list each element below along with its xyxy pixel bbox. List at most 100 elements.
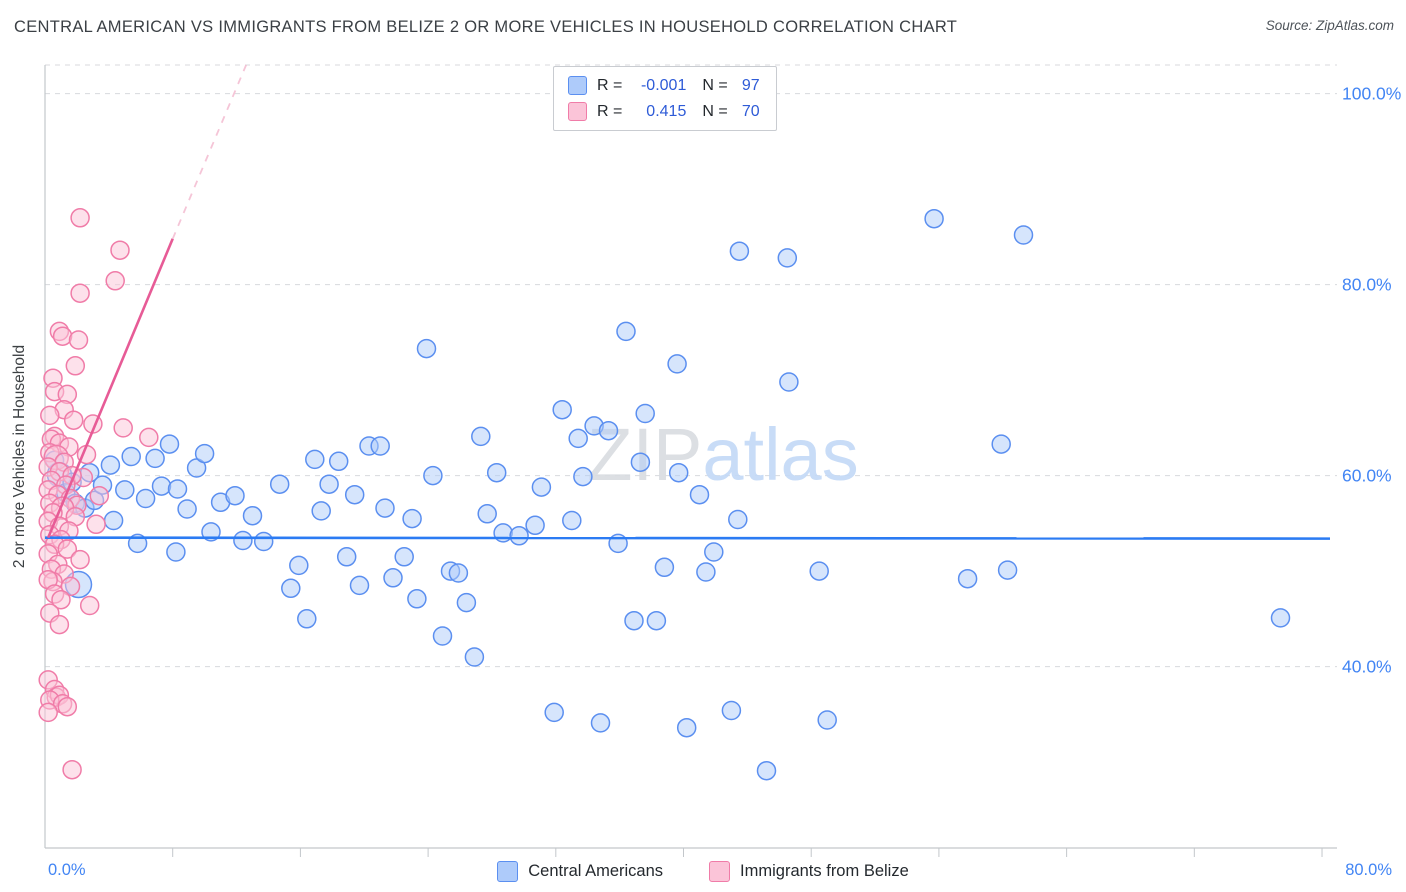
scatter-point-central-americans — [721, 700, 742, 721]
scatter-point-central-americans — [269, 474, 290, 494]
scatter-point-central-americans — [456, 592, 477, 613]
scatter-point-central-americans — [201, 522, 221, 542]
scatter-point-central-americans — [121, 446, 141, 467]
scatter-point-central-americans — [1013, 225, 1034, 245]
y-tick-label: 80.0% — [1342, 275, 1392, 295]
scatter-point-immigrants-from-belize — [57, 696, 78, 717]
scatter-point-central-americans — [779, 372, 799, 392]
legend-row-central-americans: R = -0.001 N = 97 — [568, 76, 760, 95]
r-value: 0.415 — [646, 102, 687, 120]
scatter-point-central-americans — [344, 484, 365, 505]
scatter-point-central-americans — [704, 542, 724, 562]
r-label: R = — [597, 76, 623, 94]
scatter-point-central-americans — [159, 434, 180, 454]
scatter-point-central-americans — [432, 626, 453, 646]
blue-swatch-icon — [497, 861, 519, 882]
scatter-point-central-americans — [151, 476, 172, 496]
x-min-label: 0.0% — [48, 861, 86, 879]
scatter-point-immigrants-from-belize — [63, 410, 84, 430]
scatter-point-central-americans — [654, 557, 675, 578]
scatter-point-central-americans — [375, 498, 395, 518]
scatter-point-immigrants-from-belize — [79, 595, 100, 616]
trend-line-central-americans — [44, 536, 1331, 540]
scatter-point-central-americans — [416, 338, 437, 359]
scatter-point-central-americans — [281, 578, 301, 599]
pink-swatch-icon — [568, 102, 587, 121]
scatter-point-central-americans — [486, 462, 507, 483]
scatter-point-immigrants-from-belize — [57, 539, 78, 559]
scatter-point-immigrants-from-belize — [113, 418, 133, 438]
scatter-point-central-americans — [305, 449, 325, 470]
scatter-point-immigrants-from-belize — [51, 589, 71, 610]
scatter-point-central-americans — [464, 647, 485, 667]
scatter-point-central-americans — [336, 547, 357, 567]
scatter-point-central-americans — [997, 560, 1018, 580]
scatter-point-central-americans — [135, 488, 156, 509]
scatter-point-central-americans — [289, 555, 309, 576]
scatter-point-central-americans — [924, 208, 944, 229]
legend-row-belize: R = 0.415 N = 70 — [568, 102, 760, 121]
scatter-point-immigrants-from-belize — [70, 283, 90, 303]
scatter-point-immigrants-from-belize — [70, 549, 90, 570]
scatter-point-central-americans — [991, 434, 1011, 454]
scatter-point-central-americans — [817, 710, 837, 730]
scatter-point-central-americans — [544, 702, 564, 723]
scatter-point-central-americans — [423, 465, 443, 486]
scatter-point-central-americans — [531, 477, 552, 497]
scatter-point-central-americans — [729, 241, 750, 261]
scatter-point-immigrants-from-belize — [139, 427, 159, 448]
scatter-point-central-americans — [103, 510, 124, 531]
scatter-point-central-americans — [1270, 608, 1291, 628]
pink-swatch-icon — [709, 861, 731, 882]
scatter-point-central-americans — [100, 455, 121, 475]
scatter-point-central-americans — [311, 501, 331, 521]
scatter-point-central-americans — [448, 563, 469, 583]
n-label: N = — [702, 102, 728, 120]
scatter-point-central-americans — [297, 609, 317, 629]
correlation-legend-box: R = -0.001 N = 97 R = 0.415 N = 70 — [553, 66, 777, 131]
scatter-point-immigrants-from-belize — [86, 514, 106, 535]
scatter-point-immigrants-from-belize — [38, 702, 58, 723]
scatter-point-central-americans — [616, 321, 636, 342]
legend-label: Central Americans — [528, 862, 664, 880]
scatter-point-immigrants-from-belize — [110, 240, 130, 260]
scatter-point-immigrants-from-belize — [60, 576, 81, 597]
scatter-point-central-americans — [194, 443, 215, 464]
scatter-point-central-americans — [590, 713, 611, 733]
y-tick-label: 100.0% — [1342, 84, 1401, 104]
scatter-point-central-americans — [696, 562, 716, 582]
scatter-point-central-americans — [668, 462, 689, 483]
chart-header: CENTRAL AMERICAN VS IMMIGRANTS FROM BELI… — [14, 18, 1394, 37]
scatter-point-immigrants-from-belize — [40, 405, 60, 426]
source-label: Source: ZipAtlas.com — [1265, 18, 1394, 33]
scatter-point-central-americans — [145, 448, 165, 469]
scatter-point-central-americans — [477, 504, 497, 524]
scatter-point-immigrants-from-belize — [62, 759, 82, 780]
scatter-point-central-americans — [667, 354, 687, 374]
scatter-point-central-americans — [509, 526, 529, 546]
scatter-point-central-americans — [598, 420, 619, 441]
scatter-point-central-americans — [562, 510, 582, 531]
r-label: R = — [597, 102, 623, 120]
scatter-point-immigrants-from-belize — [52, 326, 73, 346]
scatter-point-central-americans — [676, 717, 697, 738]
y-axis-title: 2 or more Vehicles in Household — [11, 345, 28, 568]
scatter-point-immigrants-from-belize — [49, 614, 70, 635]
x-max-label: 80.0% — [1345, 861, 1392, 879]
scatter-point-central-americans — [646, 610, 667, 631]
scatter-point-central-americans — [728, 509, 748, 530]
scatter-point-central-americans — [756, 760, 777, 781]
r-value: -0.001 — [640, 76, 687, 94]
y-tick-label: 60.0% — [1342, 466, 1392, 486]
scatter-point-central-americans — [525, 515, 545, 536]
scatter-point-central-americans — [370, 436, 390, 456]
scatter-point-central-americans — [573, 466, 593, 487]
scatter-point-central-americans — [624, 610, 644, 631]
scatter-point-central-americans — [319, 474, 339, 494]
legend-item-central-americans: Central Americans — [497, 861, 663, 882]
legend-label: Immigrants from Belize — [740, 862, 909, 880]
scatter-point-central-americans — [225, 485, 245, 506]
zipatlas-watermark: ZIPatlas — [587, 413, 858, 496]
